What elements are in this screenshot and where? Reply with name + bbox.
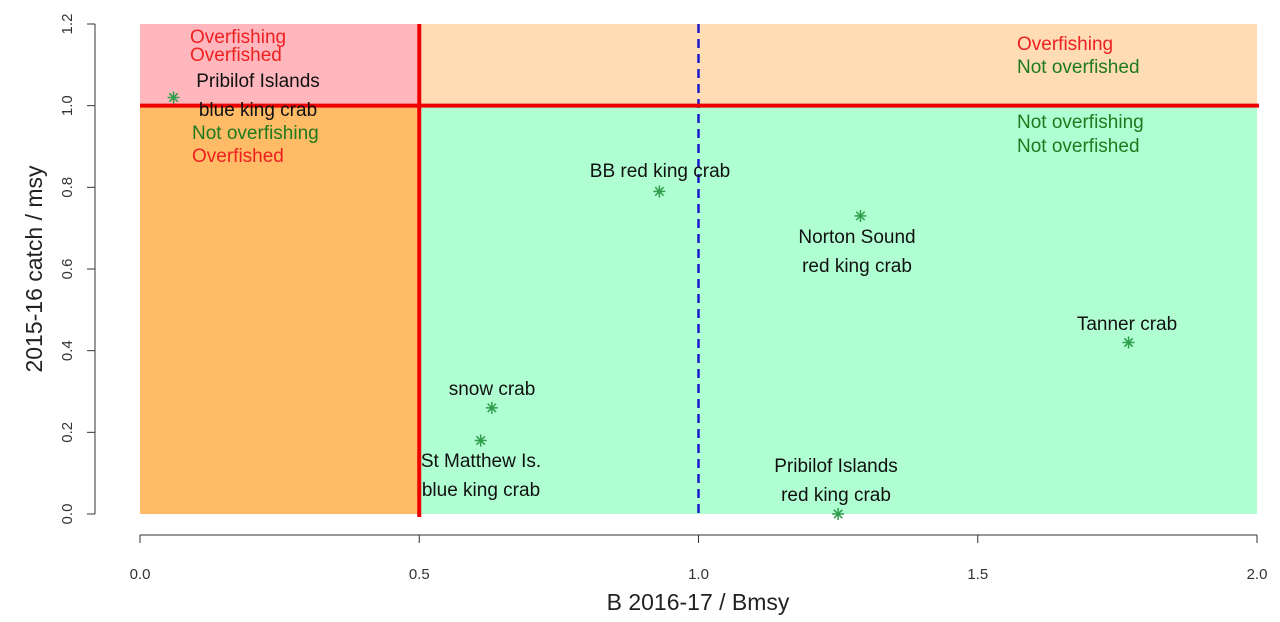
point	[832, 508, 845, 520]
point-label: BB red king crab	[590, 161, 730, 182]
point-stroke	[833, 509, 843, 519]
point-label: St Matthew Is.	[421, 451, 541, 472]
point-stroke	[168, 92, 179, 103]
x-tick-label: 0.0	[130, 566, 151, 583]
quadrant-annotation: Overfished	[190, 45, 282, 66]
quadrant-annotation: Not overfishing	[1017, 112, 1144, 133]
point-stroke	[475, 435, 486, 446]
quadrant-annotation: Not overfished	[1017, 136, 1140, 157]
y-axis-label: 2015-16 catch / msy	[21, 165, 47, 373]
point	[854, 209, 867, 222]
point-label: blue king crab	[422, 480, 540, 501]
y-tick-label: 0.0	[59, 504, 76, 525]
quadrant-annotation: Not overfishing	[192, 123, 319, 144]
point-label: Tanner crab	[1077, 314, 1177, 335]
point	[167, 91, 180, 104]
y-tick-label: 0.8	[59, 177, 76, 198]
x-tick-label: 2.0	[1247, 566, 1268, 583]
region-top-left	[140, 24, 420, 106]
point-label: red king crab	[802, 256, 912, 277]
x-axis-label: B 2016-17 / Bmsy	[607, 589, 790, 615]
region-top-right	[419, 24, 1257, 106]
point-stroke	[855, 211, 866, 221]
point-label: blue king crab	[199, 100, 317, 121]
y-tick-label: 0.4	[59, 340, 76, 361]
point	[485, 401, 498, 414]
region-bottom-left	[140, 105, 420, 515]
x-tick-label: 1.5	[967, 566, 988, 583]
point-stroke	[1123, 337, 1134, 348]
point-stroke	[654, 186, 665, 197]
quadrant-annotation: Overfishing	[190, 27, 286, 48]
point-label: Norton Sound	[798, 227, 915, 248]
y-tick-label: 0.6	[59, 259, 76, 280]
region-bottom-right	[419, 105, 1257, 515]
y-tick-label: 0.2	[59, 422, 76, 443]
point	[474, 434, 487, 447]
y-tick-label: 1.0	[59, 95, 76, 116]
quadrant-annotation: Overfished	[192, 146, 284, 167]
point-label: red king crab	[781, 485, 891, 506]
quadrant-annotation: Overfishing	[1017, 34, 1113, 55]
point	[653, 185, 666, 198]
point-label: Pribilof Islands	[774, 456, 898, 477]
x-tick-label: 0.5	[409, 566, 430, 583]
quadrant-annotation: Not overfished	[1017, 57, 1140, 78]
x-tick-label: 1.0	[688, 566, 709, 583]
point-stroke	[487, 403, 497, 413]
point-label: snow crab	[449, 379, 536, 400]
y-tick-label: 1.2	[59, 14, 76, 35]
point	[1122, 336, 1135, 349]
point-label: Pribilof Islands	[196, 71, 320, 92]
